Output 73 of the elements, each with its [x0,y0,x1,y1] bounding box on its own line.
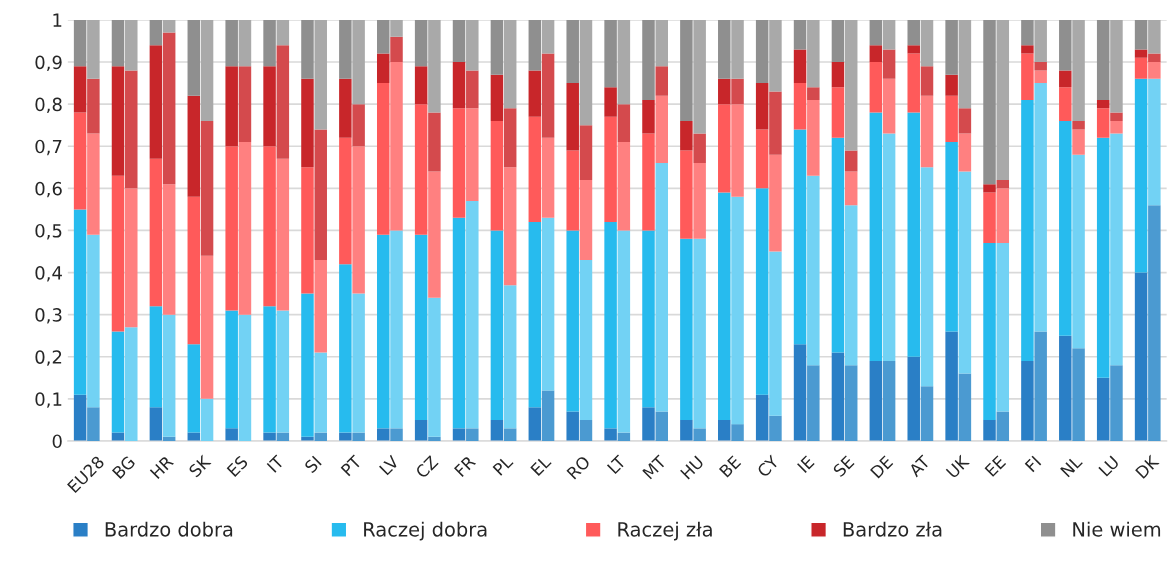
bar [844,19,858,151]
bar [844,171,858,206]
x-tick-label: IE [797,455,815,473]
bar [1021,45,1034,54]
legend-label: Raczej zła [618,521,712,541]
bar [414,104,428,235]
bar [1096,99,1110,109]
bar [428,436,441,441]
y-tick-label: 0,8 [35,97,62,114]
y-tick-label: 0,5 [35,223,62,240]
bar [225,428,238,441]
legend-label: Bardzo dobra [105,521,233,537]
bar [807,87,820,100]
x-tick-label: FI [1024,455,1042,473]
bar [1072,129,1085,155]
bar [1034,62,1047,71]
bar [414,419,428,441]
x-tick-label: RO [566,455,591,480]
x-tick-label: DE [870,455,894,479]
x-tick-label: IT [266,454,285,473]
bar [149,19,163,46]
y-tick-label: 0,6 [35,181,62,198]
bar [1072,120,1085,130]
x-tick-label: LV [379,454,400,476]
x-tick-label: LT [606,454,627,475]
x-tick-label: DK [1135,454,1160,479]
y-tick-label: 0,2 [35,350,62,366]
bar [958,133,972,172]
x-tick-label: UK [945,454,971,479]
x-tick-label: BG [111,455,136,480]
bar [149,407,163,441]
x-tick-label: EE [984,455,1007,477]
x-tick-label: NL [1060,454,1083,478]
bar [655,95,669,164]
x-tick-label: PT [340,454,363,477]
bar [1110,112,1123,121]
bar [945,74,958,96]
bar [1096,108,1110,138]
x-tick-label: EL [530,454,552,476]
bar [162,436,176,441]
x-tick-label: FR [454,454,477,477]
y-tick-label: 1 [53,13,62,27]
x-tick-label: LU [1098,455,1120,477]
bar [907,45,920,54]
bar [377,53,390,84]
bar [1021,53,1034,100]
x-tick-label: HU [680,455,705,480]
y-tick-label: 0,1 [35,392,62,408]
x-tick-label: SK [188,454,212,478]
x-tick-label: ES [226,455,249,478]
x-tick-label: HR [149,454,174,480]
bar [1034,70,1047,84]
bar [831,62,845,88]
x-tick-label: SE [832,455,855,478]
x-tick-label: SI [303,455,322,474]
legend-label: Nie wiem [1073,521,1161,537]
bar [844,150,858,172]
legend-label: Bardzo zła [843,521,942,537]
x-tick-label: CY [756,454,780,478]
bar [807,19,820,88]
y-tick-label: 0 [52,434,62,449]
y-tick-label: 0,4 [35,266,62,282]
y-tick-label: 0,7 [35,139,62,156]
y-tick-label: 0,3 [35,308,62,324]
bar [920,95,934,168]
legend-label: Raczej dobra [364,521,487,541]
x-tick-label: CZ [414,454,439,479]
x-tick-label: PL [492,454,514,476]
x-tick-label: BE [718,455,742,478]
x-tick-label: MT [642,454,668,480]
x-tick-label: AT [907,454,931,478]
bar [1059,70,1072,88]
y-tick-label: 0,9 [35,55,62,71]
